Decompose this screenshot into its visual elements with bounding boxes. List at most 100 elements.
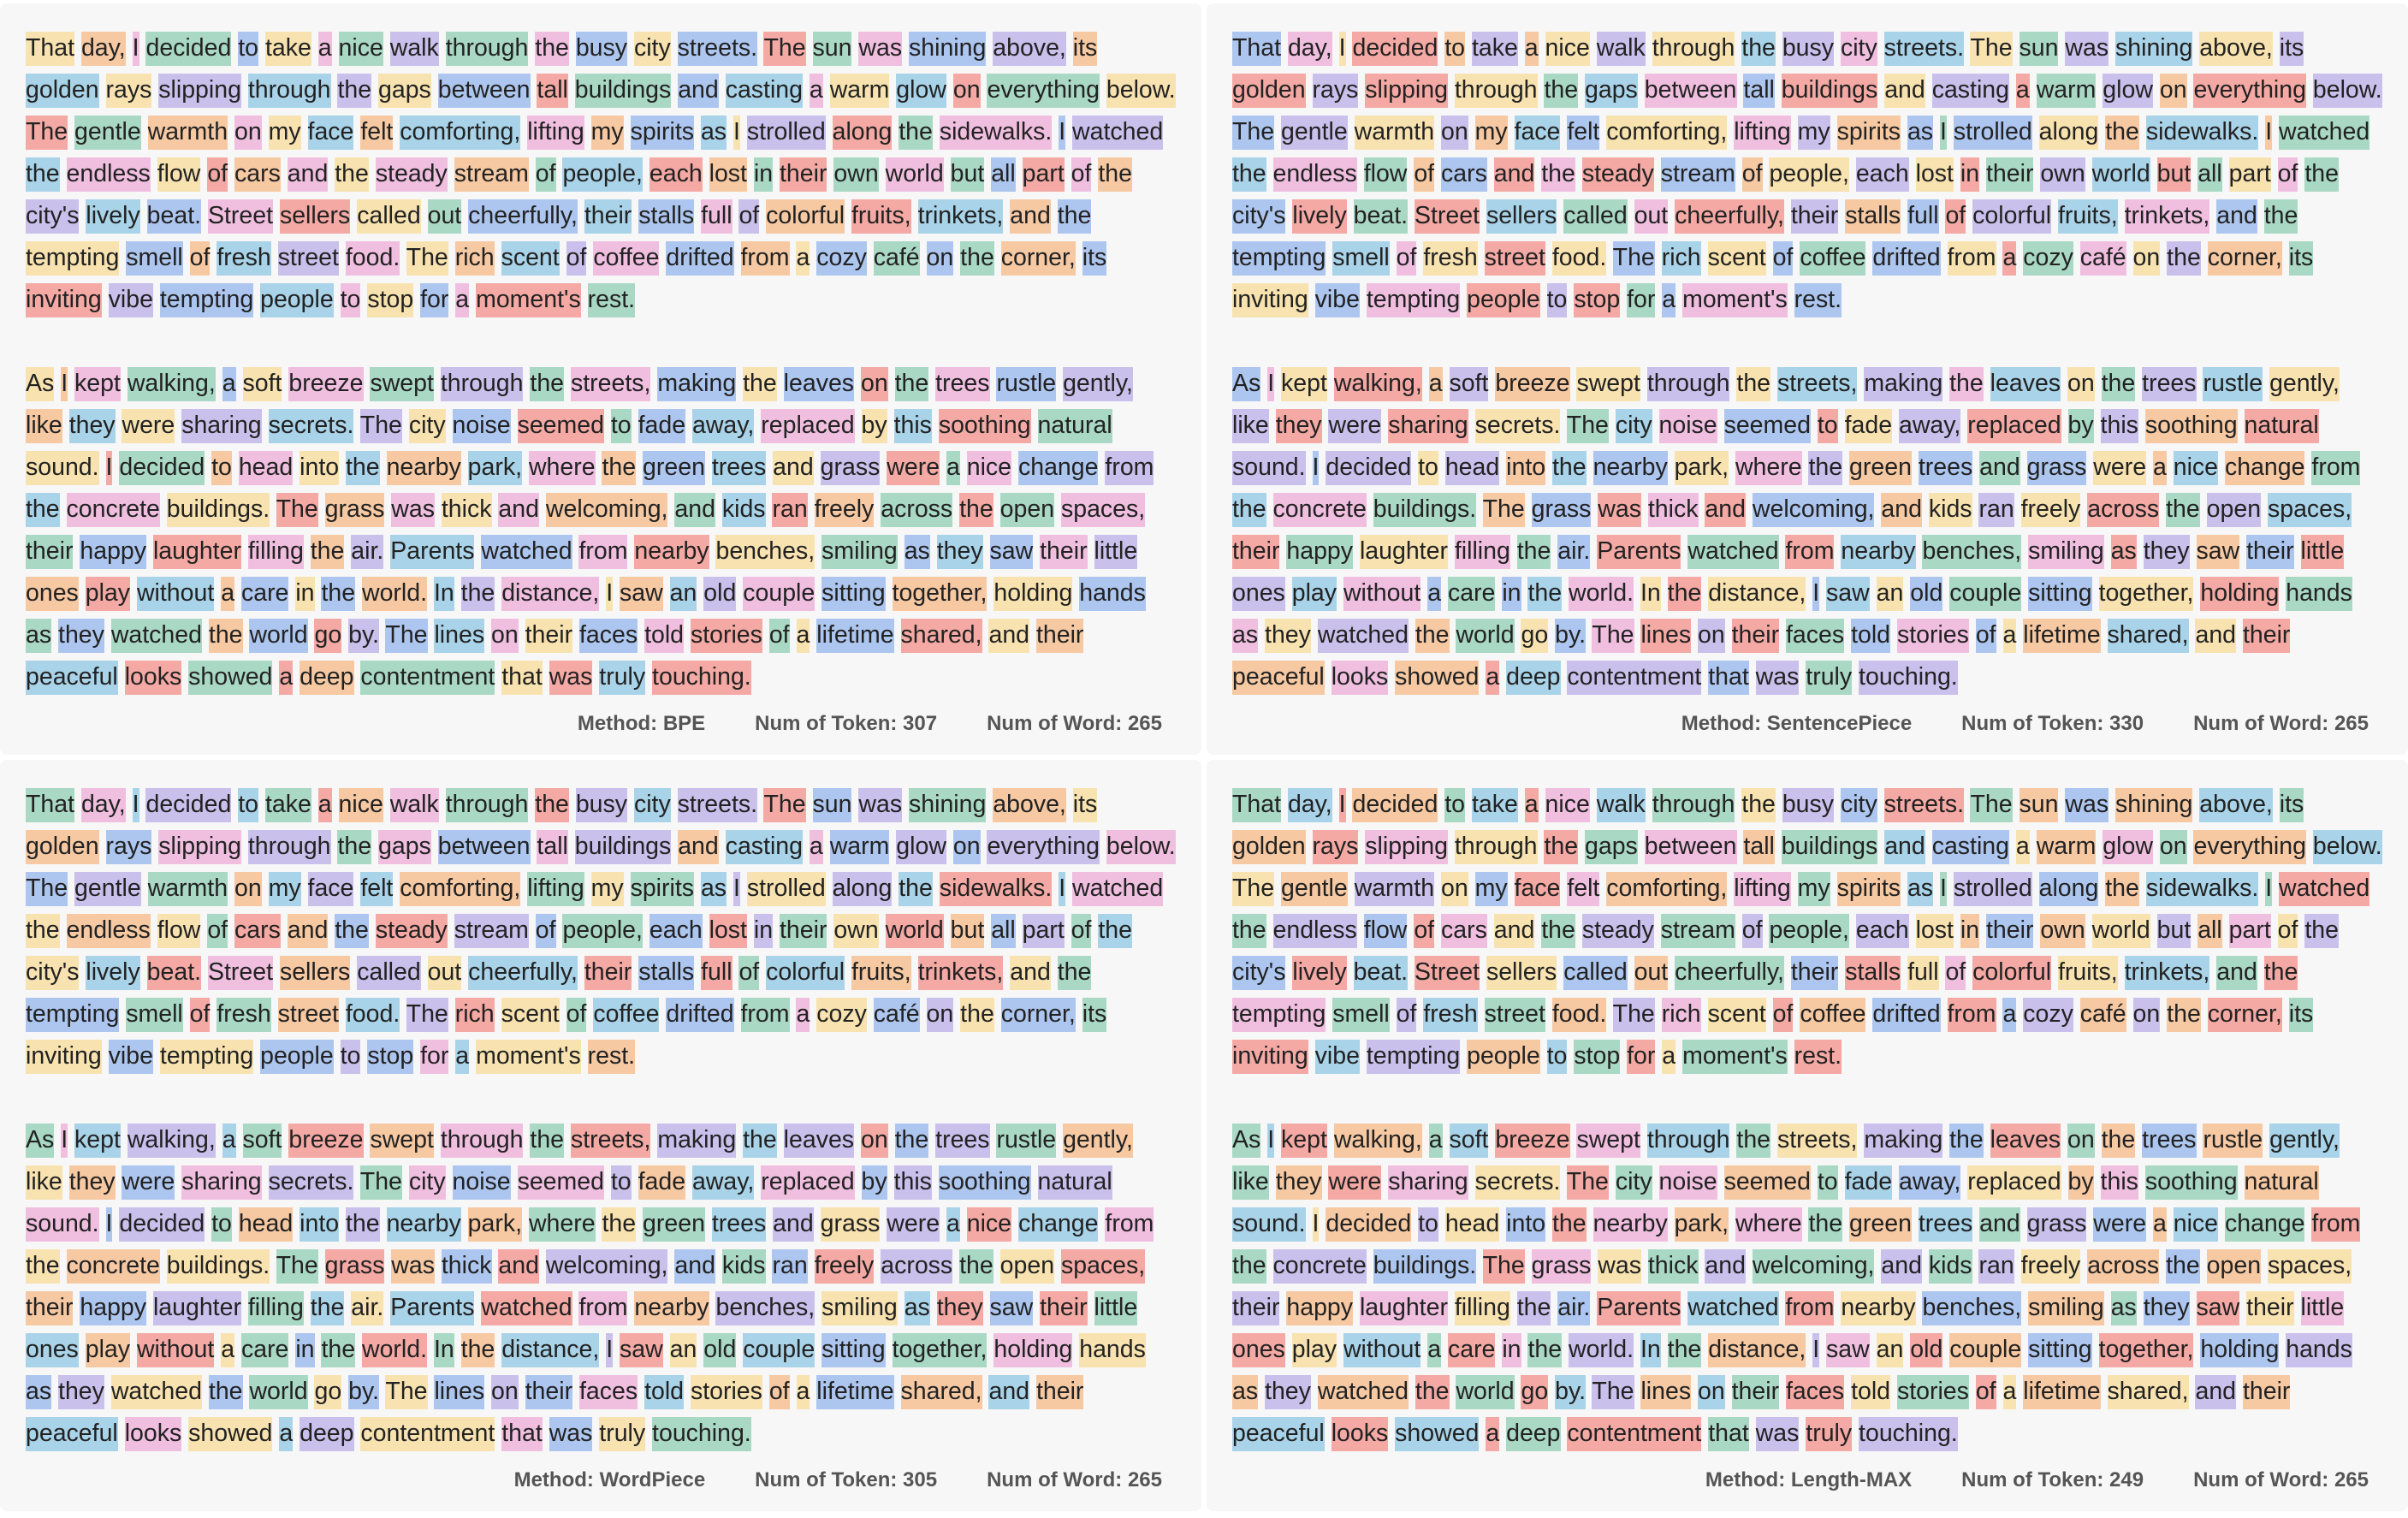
token-chunk: watched: [110, 1375, 202, 1409]
token-chunk: its: [1082, 998, 1107, 1032]
token-chunk: a: [1428, 1124, 1443, 1158]
token-chunk: people,: [1769, 914, 1849, 948]
token-chunk: trees: [1918, 1207, 1973, 1242]
token-count: Num of Token: 307: [755, 712, 938, 735]
token-chunk: were: [1328, 409, 1382, 443]
token-chunk: world.: [362, 577, 428, 611]
token-chunk: their: [525, 619, 573, 653]
token-chunk: into: [300, 451, 340, 485]
token-chunk: its: [1072, 32, 1098, 66]
token-chunk: and: [988, 1375, 1030, 1409]
token-chunk: sharing: [1388, 409, 1468, 443]
token-chunk: of: [189, 241, 211, 276]
token-chunk: care: [1447, 1333, 1496, 1367]
token-chunk: stalls: [1845, 199, 1901, 234]
token-chunk: gaps: [1585, 830, 1638, 864]
token-chunk: a: [2152, 1207, 2167, 1242]
token-chunk: moment's: [1682, 1040, 1788, 1074]
token-chunk: fade: [1844, 1165, 1893, 1200]
token-chunk: glow: [896, 830, 946, 864]
token-chunk: strolled: [746, 116, 826, 150]
token-chunk: from: [578, 535, 628, 569]
token-chunk: world: [885, 914, 944, 948]
token-chunk: stalls: [638, 956, 695, 990]
token-chunk: sun: [2019, 32, 2059, 66]
token-chunk: trinkets,: [917, 199, 1004, 234]
token-chunk: face: [1514, 116, 1561, 150]
token-chunk: by.: [1555, 1375, 1587, 1409]
token-chunk: a: [317, 32, 332, 66]
token-chunk: by.: [348, 1375, 380, 1409]
token-chunk: were: [887, 451, 940, 485]
token-chunk: sidewalks.: [939, 872, 1053, 906]
token-chunk: trees: [711, 1207, 767, 1242]
token-chunk: welcoming,: [545, 493, 668, 527]
token-chunk: world: [2091, 914, 2150, 948]
token-chunk: the: [1232, 1249, 1266, 1284]
token-chunk: food.: [1551, 241, 1607, 276]
token-chunk: flow: [157, 914, 201, 948]
token-chunk: ran: [772, 1249, 808, 1284]
token-chunk: the: [1098, 157, 1132, 192]
token-chunk: the: [1415, 619, 1450, 653]
token-chunk: gentle: [74, 872, 141, 906]
token-chunk: the: [1741, 788, 1776, 822]
token-chunk: corner,: [2207, 998, 2282, 1032]
token-chunk: each: [1855, 914, 1909, 948]
tokenized-paragraph-2: As I kept walking, a soft breeze swept t…: [26, 1119, 1176, 1455]
token-chunk: by: [861, 1165, 887, 1200]
token-chunk: I: [732, 872, 740, 906]
token-chunk: glow: [896, 74, 946, 108]
token-chunk: city's: [26, 199, 80, 234]
panel-wordpiece: That day, I decided to take a nice walk …: [0, 760, 1201, 1511]
token-chunk: The: [1612, 241, 1655, 276]
token-chunk: trinkets,: [2124, 956, 2210, 990]
token-chunk: a: [455, 1040, 470, 1074]
token-chunk: decided: [145, 32, 232, 66]
token-chunk: rest.: [1794, 283, 1842, 317]
token-chunk: casting: [725, 74, 803, 108]
token-chunk: watched: [481, 535, 572, 569]
token-chunk: lively: [86, 199, 140, 234]
token-chunk: stream: [1660, 157, 1735, 192]
token-chunk: saw: [2196, 1291, 2240, 1325]
token-chunk: faces: [1786, 1375, 1845, 1409]
token-chunk: day,: [80, 32, 126, 66]
token-chunk: to: [1444, 788, 1466, 822]
token-chunk: the: [2166, 493, 2200, 527]
token-chunk: freely: [814, 1249, 875, 1284]
token-chunk: a: [796, 241, 810, 276]
token-chunk: of: [1772, 998, 1794, 1032]
token-chunk: park,: [1674, 1207, 1729, 1242]
token-chunk: strolled: [1953, 872, 2032, 906]
token-chunk: a: [796, 998, 810, 1032]
token-chunk: lifting: [1734, 116, 1791, 150]
token-count: Num of Token: 249: [1961, 1468, 2144, 1491]
token-chunk: tempting: [159, 283, 254, 317]
token-chunk: warm: [2036, 830, 2097, 864]
token-chunk: moment's: [476, 1040, 581, 1074]
token-chunk: and: [1010, 199, 1051, 234]
token-chunk: I: [1939, 872, 1947, 906]
token-chunk: park,: [1674, 451, 1729, 485]
token-chunk: Street: [1414, 199, 1480, 234]
token-chunk: As: [26, 367, 55, 401]
token-chunk: the: [1552, 1207, 1587, 1242]
token-chunk: they: [936, 1291, 983, 1325]
token-chunk: air.: [351, 1291, 384, 1325]
token-chunk: called: [1563, 956, 1628, 990]
token-chunk: watched: [1317, 619, 1409, 653]
token-chunk: moment's: [476, 283, 581, 317]
token-chunk: kept: [74, 367, 121, 401]
token-chunk: told: [644, 619, 685, 653]
token-chunk: day,: [1287, 32, 1332, 66]
token-chunk: holding: [993, 577, 1073, 611]
token-chunk: I: [132, 788, 139, 822]
token-chunk: they: [58, 1375, 104, 1409]
token-chunk: was: [1598, 493, 1641, 527]
token-chunk: showed: [1395, 661, 1480, 695]
token-chunk: I: [2265, 116, 2273, 150]
token-chunk: In: [433, 577, 454, 611]
token-chunk: for: [1627, 1040, 1656, 1074]
token-chunk: but: [950, 914, 985, 948]
